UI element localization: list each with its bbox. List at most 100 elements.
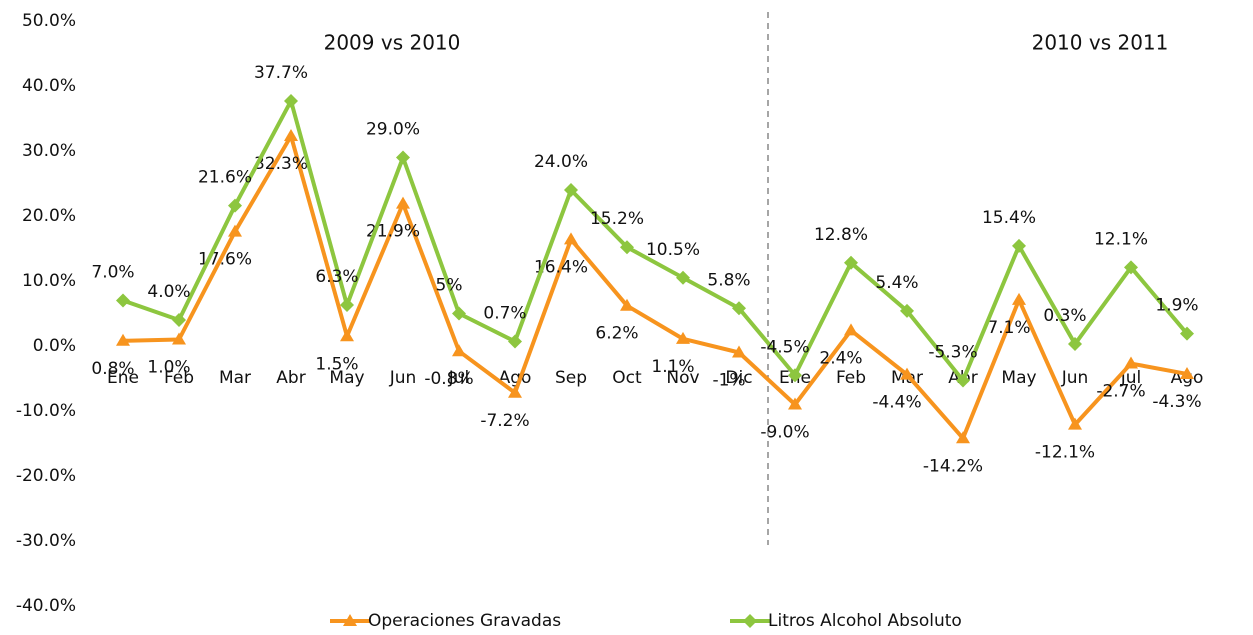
data-label: 29.0% — [366, 120, 420, 140]
data-label: 12.8% — [814, 225, 868, 245]
marker — [900, 303, 914, 318]
marker — [732, 301, 746, 316]
marker — [116, 333, 130, 346]
marker — [284, 129, 298, 142]
y-tick-label: -40.0% — [16, 596, 76, 616]
marker — [732, 345, 746, 358]
data-label: 0.3% — [1043, 306, 1086, 326]
marker — [788, 397, 802, 410]
marker — [1068, 337, 1082, 352]
data-label: 12.1% — [1094, 229, 1148, 249]
marker — [1180, 326, 1194, 341]
marker — [1068, 417, 1082, 430]
y-tick-label: 30.0% — [22, 141, 76, 161]
marker — [788, 368, 802, 383]
y-tick-label: 40.0% — [22, 76, 76, 96]
data-label: 2.4% — [819, 348, 862, 368]
x-tick-label: Jul — [1120, 368, 1142, 388]
marker — [396, 196, 410, 209]
marker — [620, 240, 634, 255]
data-label: -2.7% — [1096, 382, 1145, 402]
marker — [844, 323, 858, 336]
data-label: -5.3% — [928, 342, 977, 362]
marker — [564, 183, 578, 197]
y-tick-label: -20.0% — [16, 466, 76, 486]
y-tick-label: 10.0% — [22, 271, 76, 291]
x-tick-label: Jul — [448, 368, 470, 388]
data-label: 6.3% — [315, 267, 358, 287]
data-label: 10.5% — [646, 240, 700, 260]
marker — [172, 332, 186, 345]
marker — [452, 344, 466, 357]
marker — [284, 93, 298, 108]
x-tick-label: Feb — [836, 368, 866, 388]
marker — [1012, 238, 1026, 253]
data-label: 1.5% — [315, 354, 358, 374]
data-label: 5.8% — [707, 270, 750, 290]
data-label: 21.9% — [366, 222, 420, 242]
x-tick-label: Jun — [1061, 368, 1089, 388]
data-label: 15.2% — [590, 209, 644, 229]
annotation: 2009 vs 2010 — [324, 31, 461, 55]
series-line — [122, 134, 1188, 441]
marker — [340, 298, 354, 313]
data-label: 24.0% — [534, 152, 588, 172]
data-label: -1% — [712, 371, 745, 391]
data-label: 0.7% — [483, 303, 526, 323]
marker — [956, 373, 970, 388]
data-label: 21.6% — [198, 168, 252, 188]
y-tick-label: 0.0% — [33, 336, 76, 356]
marker — [1012, 292, 1026, 305]
x-tick-label: Abr — [276, 368, 305, 388]
marker — [452, 306, 466, 321]
data-label: -0.8% — [424, 369, 473, 389]
x-tick-label: Sep — [555, 368, 587, 388]
data-label: -4.5% — [760, 337, 809, 357]
marker — [564, 232, 578, 245]
data-label: 37.7% — [254, 63, 308, 83]
data-label: 4.0% — [147, 282, 190, 302]
data-label: 1.0% — [147, 358, 190, 378]
data-label: 15.4% — [982, 208, 1036, 228]
marker — [396, 150, 410, 165]
marker — [116, 293, 130, 308]
data-label: -9.0% — [760, 423, 809, 443]
data-label: -4.3% — [1152, 392, 1201, 412]
data-label: -12.1% — [1035, 443, 1095, 463]
x-tick-label: Oct — [612, 368, 642, 388]
marker — [508, 334, 522, 349]
marker — [228, 198, 242, 213]
legend-label: Operaciones Gravadas — [368, 611, 561, 631]
data-label: 32.3% — [254, 154, 308, 174]
data-label: 7.0% — [91, 263, 134, 283]
marker — [900, 367, 914, 380]
y-tick-label: 50.0% — [22, 11, 76, 31]
marker — [343, 614, 357, 626]
annotation: 2010 vs 2011 — [1032, 31, 1169, 55]
x-tick-label: Mar — [219, 368, 251, 388]
y-tick-label: -30.0% — [16, 531, 76, 551]
x-tick-label: Ene — [107, 368, 139, 388]
data-label: -14.2% — [923, 456, 983, 476]
x-tick-label: May — [329, 368, 364, 388]
marker — [508, 385, 522, 398]
y-tick-label: 20.0% — [22, 206, 76, 226]
x-tick-label: Nov — [666, 368, 699, 388]
marker — [956, 431, 970, 444]
data-label: 5.4% — [875, 273, 918, 293]
x-tick-label: May — [1001, 368, 1036, 388]
data-label: 5% — [436, 276, 463, 296]
series-line — [122, 98, 1189, 383]
data-label: 0.8% — [91, 359, 134, 379]
y-tick-label: -10.0% — [16, 401, 76, 421]
marker — [620, 298, 634, 311]
marker — [844, 255, 858, 270]
data-label: 1.9% — [1155, 296, 1198, 316]
data-label: 7.1% — [987, 318, 1030, 338]
marker — [172, 313, 186, 327]
marker — [1180, 366, 1194, 379]
data-label: 6.2% — [595, 324, 638, 344]
data-label: -4.4% — [872, 393, 921, 413]
marker — [340, 329, 354, 342]
